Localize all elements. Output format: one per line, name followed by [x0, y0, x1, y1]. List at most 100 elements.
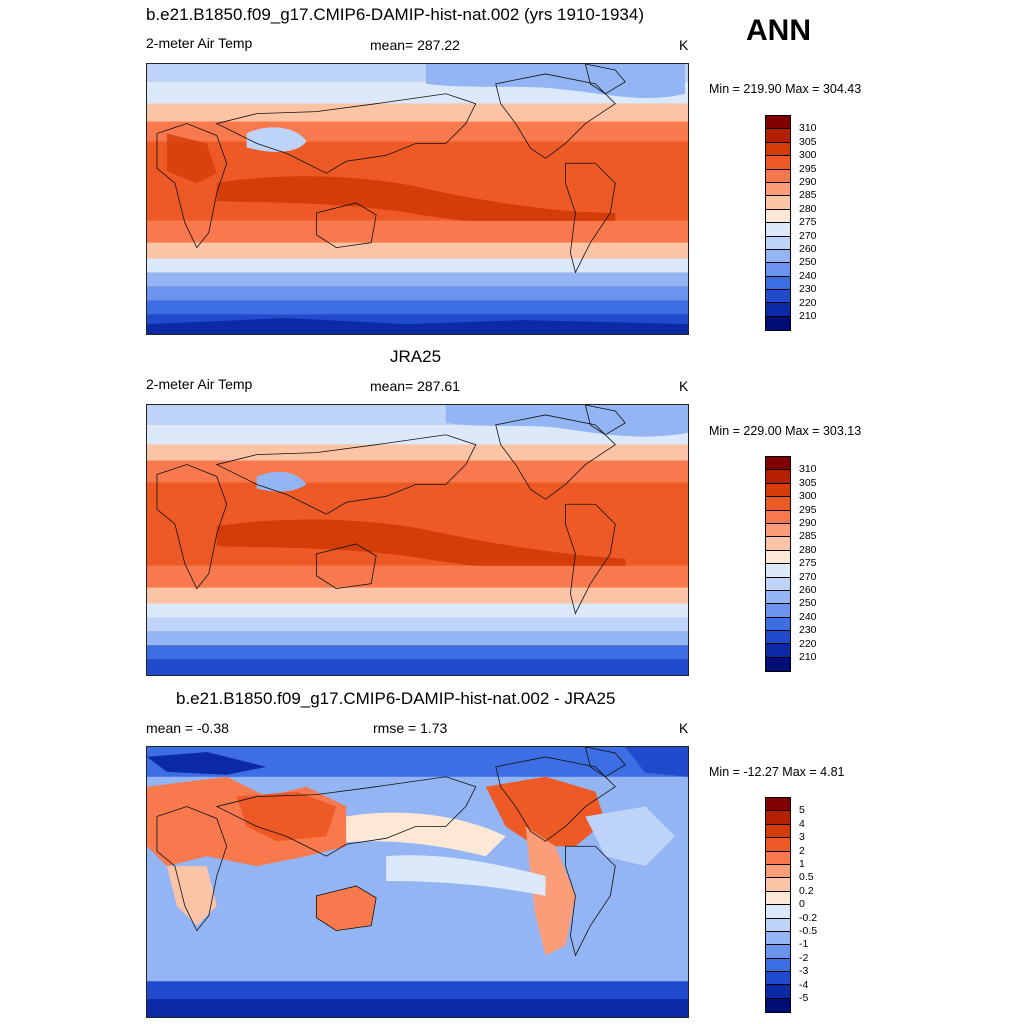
colorbar-swatch — [766, 644, 790, 658]
colorbar-swatch — [766, 998, 790, 1013]
colorbar-tick-label: 0 — [799, 898, 805, 911]
panel-2-map — [146, 404, 689, 676]
colorbar-swatch — [766, 864, 790, 879]
colorbar-tick-label: -0.2 — [799, 911, 818, 924]
colorbar-tick-label: 230 — [799, 283, 817, 296]
colorbar-swatch — [766, 483, 790, 498]
colorbar-tick-label: 305 — [799, 476, 817, 489]
colorbar-swatch — [766, 169, 790, 183]
colorbar-tick-label: 295 — [799, 503, 817, 516]
colorbar-swatch — [766, 182, 790, 197]
colorbar-swatch — [766, 838, 790, 852]
colorbar-tick-label: 290 — [799, 176, 817, 188]
colorbar-swatch — [766, 129, 790, 143]
panel-1-colorbar — [765, 115, 791, 332]
colorbar-swatch — [766, 156, 790, 170]
colorbar-tick-label: 305 — [799, 135, 817, 148]
colorbar-swatch — [766, 457, 790, 471]
colorbar-tick-label: 240 — [799, 610, 817, 623]
panel-2-minmax: Min = 229.00 Max = 303.13 — [709, 424, 862, 438]
colorbar-tick-label: 1 — [799, 858, 805, 870]
colorbar-tick-label: 285 — [799, 530, 817, 543]
colorbar-swatch — [766, 972, 790, 986]
panel-1-minmax: Min = 219.90 Max = 304.43 — [709, 82, 862, 96]
colorbar-swatch — [766, 617, 790, 632]
panel-2-mean-label: mean= 287.61 — [370, 378, 460, 394]
colorbar-swatch — [766, 550, 790, 565]
colorbar-swatch — [766, 142, 790, 157]
colorbar-swatch — [766, 851, 790, 865]
colorbar-swatch — [766, 564, 790, 578]
colorbar-tick-label: 270 — [799, 229, 817, 242]
colorbar-swatch — [766, 537, 790, 551]
panel-1-title: b.e21.B1850.f09_g17.CMIP6-DAMIP-hist-nat… — [146, 5, 644, 24]
colorbar-tick-label: 310 — [799, 122, 817, 135]
colorbar-swatch — [766, 590, 790, 605]
colorbar-swatch — [766, 116, 790, 130]
colorbar-tick-label: -1 — [799, 938, 809, 951]
colorbar-swatch — [766, 931, 790, 946]
panel-3-colorbar — [765, 797, 791, 1014]
panel-1-units-label: K — [679, 37, 689, 53]
colorbar-tick-label: 5 — [799, 804, 805, 817]
colorbar-tick-label: 3 — [799, 831, 805, 844]
colorbar-tick-label: -3 — [799, 965, 809, 978]
colorbar-swatch — [766, 985, 790, 999]
colorbar-tick-label: 285 — [799, 189, 817, 202]
colorbar-tick-label: -2 — [799, 951, 809, 964]
colorbar-swatch — [766, 276, 790, 291]
colorbar-tick-label: 300 — [799, 149, 817, 162]
colorbar-tick-label: 300 — [799, 490, 817, 503]
colorbar-swatch — [766, 249, 790, 264]
colorbar-tick-label: 4 — [799, 817, 805, 830]
colorbar-swatch — [766, 223, 790, 237]
colorbar-tick-label: 275 — [799, 216, 817, 229]
colorbar-swatch — [766, 604, 790, 618]
colorbar-swatch — [766, 958, 790, 973]
colorbar-tick-label: 275 — [799, 557, 817, 570]
colorbar-tick-label: 270 — [799, 570, 817, 583]
panel-3-title: b.e21.B1850.f09_g17.CMIP6-DAMIP-hist-nat… — [176, 689, 616, 708]
colorbar-tick-label: 240 — [799, 269, 817, 282]
colorbar-swatch — [766, 878, 790, 892]
colorbar-swatch — [766, 945, 790, 959]
colorbar-swatch — [766, 303, 790, 317]
colorbar-tick-label: 210 — [799, 310, 817, 322]
colorbar-swatch — [766, 798, 790, 812]
colorbar-swatch — [766, 811, 790, 825]
colorbar-tick-label: 2 — [799, 844, 805, 857]
colorbar-swatch — [766, 196, 790, 210]
colorbar-tick-label: 220 — [799, 296, 817, 309]
panel-2-variable-label: 2-meter Air Temp — [146, 376, 253, 392]
panel-3-map — [146, 746, 689, 1018]
colorbar-tick-label: -5 — [799, 992, 809, 1004]
colorbar-tick-label: 250 — [799, 256, 817, 269]
colorbar-tick-label: 0.5 — [799, 871, 814, 884]
colorbar-swatch — [766, 631, 790, 645]
colorbar-tick-label: 260 — [799, 584, 817, 596]
colorbar-tick-label: 290 — [799, 517, 817, 529]
panel-3-rmse-label: rmse = 1.73 — [373, 720, 448, 736]
colorbar-swatch — [766, 657, 790, 672]
colorbar-tick-label: 295 — [799, 162, 817, 175]
colorbar-swatch — [766, 290, 790, 304]
panel-1-map — [146, 63, 689, 335]
colorbar-swatch — [766, 918, 790, 932]
colorbar-swatch — [766, 905, 790, 919]
colorbar-swatch — [766, 523, 790, 538]
panel-3-minmax: Min = -12.27 Max = 4.81 — [709, 765, 845, 779]
panel-2-colorbar — [765, 456, 791, 673]
panel-1-variable-label: 2-meter Air Temp — [146, 35, 253, 51]
colorbar-tick-label: -0.5 — [799, 925, 818, 937]
colorbar-swatch — [766, 236, 790, 250]
season-label: ANN — [746, 14, 811, 47]
colorbar-swatch — [766, 577, 790, 591]
panel-1-mean-label: mean= 287.22 — [370, 37, 460, 53]
colorbar-tick-label: 250 — [799, 597, 817, 610]
panel-3-mean-label: mean = -0.38 — [146, 720, 229, 736]
colorbar-swatch — [766, 470, 790, 484]
colorbar-tick-label: 260 — [799, 243, 817, 255]
panel-2-units-label: K — [679, 378, 689, 394]
colorbar-swatch — [766, 316, 790, 331]
colorbar-swatch — [766, 209, 790, 224]
